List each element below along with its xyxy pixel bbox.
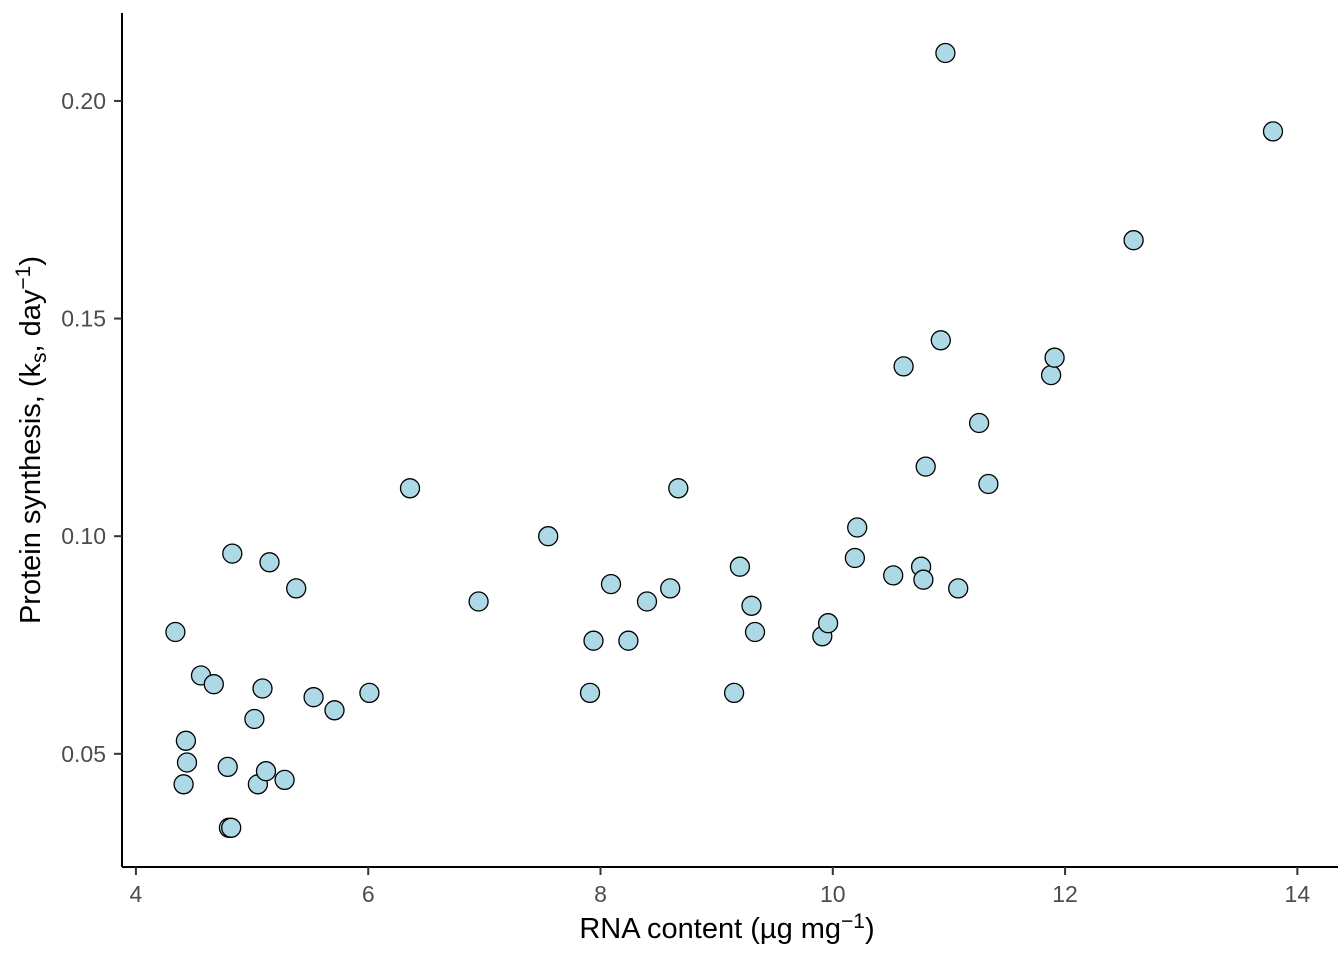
data-point [893, 356, 914, 377]
data-point [1262, 121, 1284, 142]
data-point [1040, 364, 1062, 386]
y-axis-title-segment: s [28, 352, 51, 363]
data-point [538, 526, 559, 547]
data-point [741, 595, 762, 616]
y-axis-title-segment: ) [15, 256, 47, 266]
data-point [244, 708, 265, 730]
data-point [468, 591, 489, 612]
data-point [723, 682, 745, 704]
x-axis-title-segment: −1 [841, 910, 865, 933]
data-point [176, 752, 198, 773]
y-axis-title-segment: , day [15, 289, 47, 352]
data-point [259, 552, 280, 573]
data-point [1044, 347, 1065, 368]
x-tick-label: 14 [1285, 881, 1311, 907]
data-point [1123, 230, 1144, 251]
data-point [324, 700, 345, 721]
data-point [913, 569, 934, 590]
data-point [274, 769, 295, 791]
data-point [978, 473, 999, 495]
y-tick-label: 0.15 [61, 306, 106, 332]
x-axis-title: RNA content (µg mg−1) [579, 910, 874, 945]
data-point [847, 517, 868, 538]
y-tick-label: 0.20 [61, 88, 106, 114]
data-point [935, 42, 956, 64]
x-axis-title-segment: RNA content (µg mg [579, 913, 841, 945]
data-point [203, 674, 224, 695]
x-tick-label: 6 [362, 881, 375, 907]
data-point [883, 565, 904, 586]
data-point [255, 761, 277, 782]
data-point [579, 682, 601, 704]
y-tick-label: 0.10 [61, 523, 106, 549]
x-tick-label: 12 [1052, 881, 1078, 907]
data-point [930, 330, 951, 351]
data-point [660, 578, 681, 599]
data-point [744, 621, 766, 643]
data-point [303, 687, 324, 708]
data-point [817, 613, 839, 634]
y-tick-label: 0.05 [61, 741, 106, 767]
data-point [583, 630, 604, 651]
data-point [844, 547, 866, 569]
data-point [221, 817, 242, 838]
y-axis-title-segment: Protein synthesis, (k [15, 362, 47, 624]
y-axis-title-segment: −1 [12, 266, 35, 290]
data-point [217, 756, 238, 778]
x-tick-label: 4 [130, 881, 143, 907]
data-point [359, 682, 380, 704]
x-tick-label: 10 [820, 881, 846, 907]
data-point [399, 478, 421, 499]
data-point [636, 591, 658, 612]
data-point [968, 412, 990, 434]
data-point [165, 621, 186, 643]
data-point [618, 630, 639, 651]
data-point [600, 573, 622, 595]
data-point [252, 678, 273, 699]
y-axis-title: Protein synthesis, (ks, day−1) [12, 256, 51, 624]
data-point [286, 578, 307, 599]
x-tick-label: 8 [594, 881, 607, 907]
x-axis-title-segment: ) [865, 913, 875, 945]
data-point [175, 730, 197, 751]
data-point [222, 543, 243, 564]
data-point [668, 478, 689, 499]
data-point [948, 578, 969, 599]
data-point [173, 774, 194, 795]
data-point [915, 456, 936, 477]
data-point [729, 556, 751, 577]
